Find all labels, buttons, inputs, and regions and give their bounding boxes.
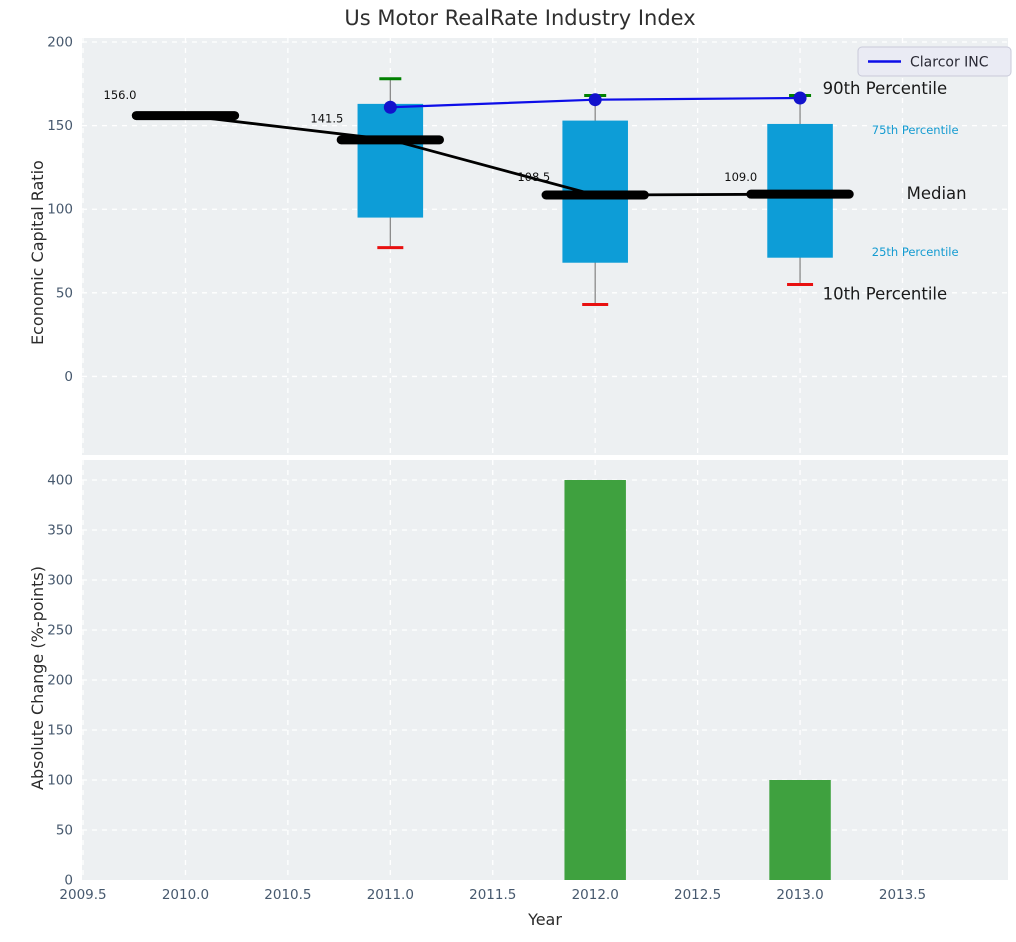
iqr-box-2011 [357, 103, 424, 218]
annotation-10th-percentile: 10th Percentile [823, 285, 948, 304]
bar-2012 [564, 480, 626, 880]
x-axis-label: Year [528, 910, 562, 929]
value-label-156.0: 156.0 [104, 88, 137, 102]
top-y-tick-label: 50 [56, 285, 73, 301]
bottom-y-tick-label: 200 [47, 673, 73, 689]
bottom-y-tick-label: 150 [47, 723, 73, 739]
bottom-y-tick-label: 100 [47, 773, 73, 789]
chart-title: Us Motor RealRate Industry Index [344, 6, 696, 30]
value-label-141.5: 141.5 [310, 111, 343, 125]
value-label-108.5: 108.5 [517, 170, 550, 184]
annotation-median: Median [907, 184, 967, 203]
x-tick-label: 2012.0 [572, 887, 619, 903]
legend-label: Clarcor INC [910, 55, 989, 71]
company-point-2013 [793, 91, 807, 105]
company-point-2012 [588, 93, 602, 107]
top-axes-background [82, 38, 1008, 455]
bottom-y-tick-label: 50 [56, 823, 73, 839]
top-y-tick-label: 200 [47, 35, 73, 51]
x-tick-label: 2010.0 [162, 887, 209, 903]
x-tick-label: 2009.5 [59, 887, 106, 903]
company-point-2011 [383, 100, 397, 114]
x-tick-label: 2011.5 [469, 887, 516, 903]
bottom-y-tick-label: 400 [47, 473, 73, 489]
x-tick-label: 2011.0 [367, 887, 414, 903]
bar-2013 [769, 780, 831, 880]
top-y-tick-label: 150 [47, 118, 73, 134]
x-tick-label: 2013.0 [776, 887, 823, 903]
x-tick-label: 2012.5 [674, 887, 721, 903]
bottom-axes-background [82, 460, 1008, 880]
top-y-tick-label: 100 [47, 202, 73, 218]
annotation-90th-percentile: 90th Percentile [823, 79, 948, 98]
annotation-25th-percentile: 25th Percentile [872, 245, 959, 259]
bottom-y-tick-label: 350 [47, 523, 73, 539]
bottom-y-tick-label: 250 [47, 623, 73, 639]
legend-box [857, 46, 1012, 77]
bottom-y-tick-label: 0 [64, 873, 73, 889]
bottom-y-tick-label: 300 [47, 573, 73, 589]
annotation-75th-percentile: 75th Percentile [872, 123, 959, 137]
top-y-tick-label: 0 [64, 369, 73, 385]
median-trend-line [185, 114, 801, 197]
x-tick-label: 2013.5 [879, 887, 926, 903]
x-tick-label: 2010.5 [264, 887, 311, 903]
value-label-109.0: 109.0 [724, 170, 757, 184]
